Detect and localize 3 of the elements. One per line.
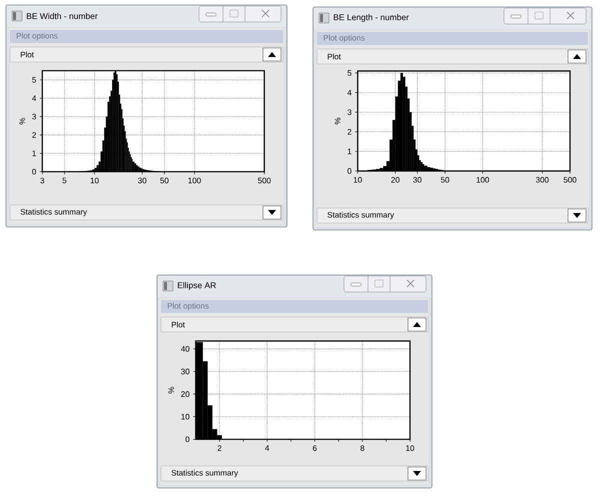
chart-title: BE Length - number bbox=[334, 14, 409, 22]
chart-title: BE Width - number bbox=[26, 12, 98, 20]
chart-title: Ellipse AR bbox=[178, 282, 216, 290]
